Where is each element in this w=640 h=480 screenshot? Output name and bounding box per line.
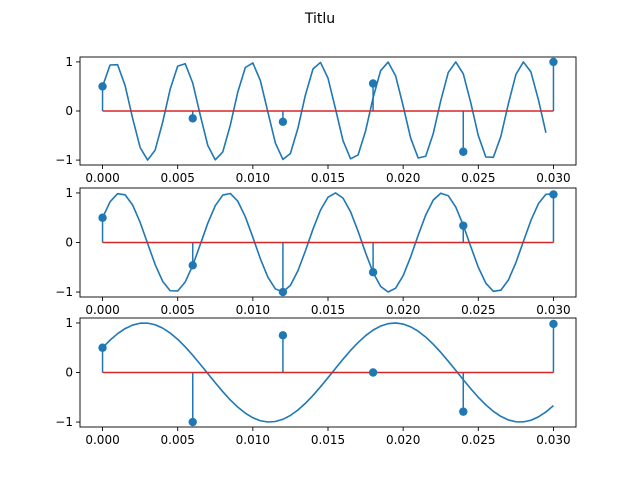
stem-marker xyxy=(278,117,288,127)
signal-line xyxy=(101,192,554,293)
signal-line xyxy=(101,61,547,161)
y-tick-label: 1 xyxy=(65,55,73,69)
subplot-1: 0.000 0.005 0.010 0.015 0.020 0.025 0.030 −1 0 1 xyxy=(55,55,577,185)
x-tick-label: 0.025 xyxy=(461,303,495,317)
x-tick-label: 0.020 xyxy=(386,433,420,447)
stem-marker xyxy=(549,319,558,329)
x-tick-label: 0.010 xyxy=(236,303,270,317)
stem-marker xyxy=(459,221,468,230)
stem-marker xyxy=(368,79,378,88)
x-tick-label: 0.025 xyxy=(461,433,495,447)
x-tick-label: 0.015 xyxy=(311,433,345,447)
x-tick-label: 0.005 xyxy=(161,433,195,447)
x-tick-label: 0.030 xyxy=(536,171,570,185)
stem-marker xyxy=(278,331,288,340)
y-tick-label: 0 xyxy=(65,366,73,380)
x-tick-label: 0.010 xyxy=(236,171,270,185)
subplot-3: 0.000 0.005 0.010 0.015 0.020 0.025 0.030 −1 0 1 xyxy=(55,316,577,447)
x-tick-label: 0.015 xyxy=(311,303,345,317)
subplots: 0.000 0.005 0.010 0.015 0.020 0.025 0.030−1010… xyxy=(55,55,577,447)
stem-marker xyxy=(188,114,197,123)
x-tick-label: 0.030 xyxy=(536,303,570,317)
stem-marker xyxy=(278,287,288,297)
stem-marker xyxy=(98,213,107,222)
stem-marker xyxy=(549,190,558,199)
stem-marker xyxy=(98,343,107,352)
subplot-2: 0.000 0.005 0.010 0.015 0.020 0.025 0.030 −1 0 1 xyxy=(55,186,577,317)
stem-marker xyxy=(549,57,558,67)
stem-marker xyxy=(459,407,468,416)
y-tick-label: −1 xyxy=(55,153,73,167)
x-tick-label: 0.020 xyxy=(386,303,420,317)
figure-title: Titlu xyxy=(304,11,335,27)
y-tick-label: 1 xyxy=(65,186,73,200)
signal-line xyxy=(101,322,554,423)
x-tick-label: 0.005 xyxy=(161,303,195,317)
y-tick-label: −1 xyxy=(55,415,73,429)
x-tick-label: 0.000 xyxy=(85,303,119,317)
stem-marker xyxy=(368,368,378,377)
y-tick-label: 1 xyxy=(65,316,73,330)
y-tick-label: 0 xyxy=(65,236,73,250)
y-tick-label: 0 xyxy=(65,104,73,118)
stem-marker xyxy=(368,268,378,277)
x-tick-label: 0.025 xyxy=(461,171,495,185)
x-tick-label: 0.015 xyxy=(311,171,345,185)
x-tick-label: 0.000 xyxy=(85,171,119,185)
y-tick-label: −1 xyxy=(55,285,73,299)
x-tick-label: 0.020 xyxy=(386,171,420,185)
x-tick-label: 0.000 xyxy=(85,433,119,447)
stem-marker xyxy=(188,417,197,427)
x-tick-label: 0.005 xyxy=(161,171,195,185)
stem-marker xyxy=(459,147,468,156)
x-tick-label: 0.030 xyxy=(536,433,570,447)
stem-marker xyxy=(188,261,197,270)
stem-marker xyxy=(98,82,107,91)
x-tick-label: 0.010 xyxy=(236,433,270,447)
